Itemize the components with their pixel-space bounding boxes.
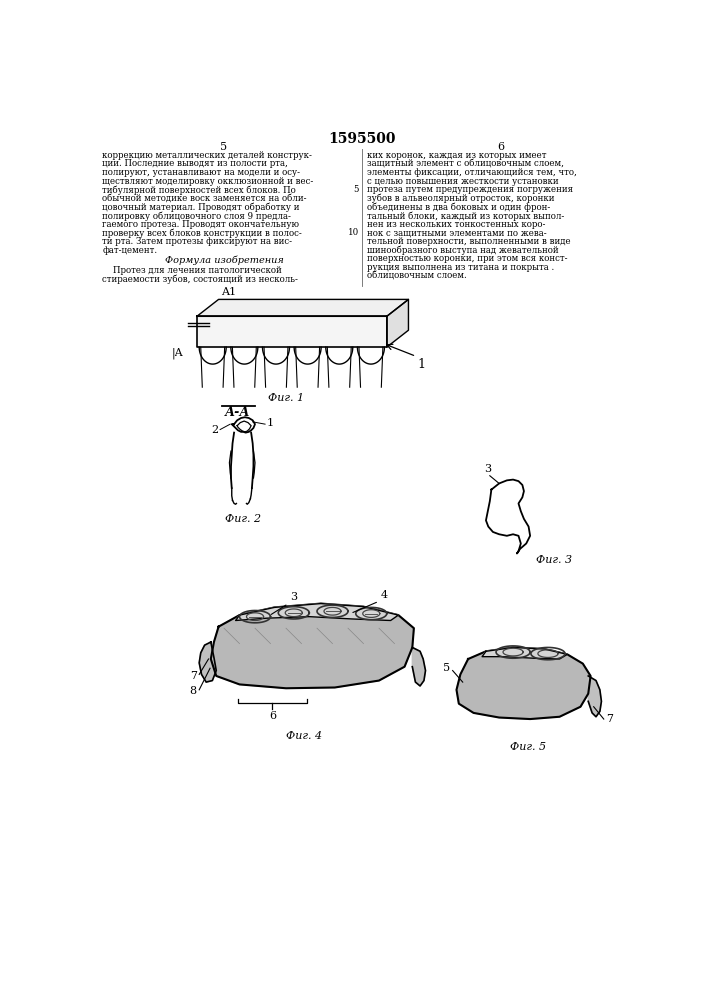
Polygon shape: [211, 604, 414, 688]
Text: 7: 7: [190, 671, 197, 681]
Polygon shape: [199, 642, 216, 682]
Text: с целью повышения жесткости установки: с целью повышения жесткости установки: [368, 177, 559, 186]
Polygon shape: [412, 647, 426, 686]
Text: цовочный материал. Проводят обработку и: цовочный материал. Проводят обработку и: [103, 203, 300, 212]
Text: ции. Последние выводят из полости рта,: ции. Последние выводят из полости рта,: [103, 159, 288, 168]
Polygon shape: [588, 676, 602, 717]
Text: тальный блоки, каждый из которых выпол-: тальный блоки, каждый из которых выпол-: [368, 211, 565, 221]
Text: стираемости зубов, состоящий из несколь-: стираемости зубов, состоящий из несколь-: [103, 274, 298, 284]
Text: 3: 3: [484, 464, 491, 474]
Text: Фиг. 1: Фиг. 1: [268, 393, 304, 403]
Polygon shape: [197, 299, 409, 316]
Text: 3: 3: [290, 592, 297, 602]
Text: А-А: А-А: [226, 406, 251, 419]
Text: ких коронок, каждая из которых имеет: ких коронок, каждая из которых имеет: [368, 151, 547, 160]
Text: Формула изобретения: Формула изобретения: [165, 256, 284, 265]
Text: нен из нескольких тонкостенных коро-: нен из нескольких тонкостенных коро-: [368, 220, 546, 229]
Text: Фиг. 3: Фиг. 3: [537, 555, 573, 565]
Text: фат-цемент.: фат-цемент.: [103, 246, 158, 255]
Text: облицовочным слоем.: облицовочным слоем.: [368, 272, 467, 281]
Text: 1: 1: [267, 418, 274, 428]
Polygon shape: [482, 647, 567, 659]
Text: 5: 5: [221, 142, 228, 152]
Text: объединены в два боковых и один фрон-: объединены в два боковых и один фрон-: [368, 203, 551, 212]
Text: Фиг. 5: Фиг. 5: [510, 742, 546, 752]
Text: 5: 5: [443, 663, 450, 673]
Polygon shape: [387, 299, 409, 347]
Text: 1: 1: [418, 358, 426, 371]
Text: полировку облицовочного слоя 9 предла-: полировку облицовочного слоя 9 предла-: [103, 211, 291, 221]
Text: шинообразного выступа над жевательной: шинообразного выступа над жевательной: [368, 246, 559, 255]
Text: поверхностью коронки, при этом вся конст-: поверхностью коронки, при этом вся конст…: [368, 254, 568, 263]
Text: Фиг. 2: Фиг. 2: [226, 514, 262, 524]
Text: 1595500: 1595500: [328, 132, 396, 146]
Text: протеза путем предупреждения погружения: протеза путем предупреждения погружения: [368, 185, 573, 194]
Text: тибулярной поверхностей всех блоков. По: тибулярной поверхностей всех блоков. По: [103, 185, 296, 195]
Text: ществляют моделировку окклюзионной и вес-: ществляют моделировку окклюзионной и вес…: [103, 177, 314, 186]
Text: зубов в альвеолярный отросток, коронки: зубов в альвеолярный отросток, коронки: [368, 194, 555, 203]
Text: обычной методике воск заменяется на обли-: обычной методике воск заменяется на обли…: [103, 194, 307, 203]
Text: 5: 5: [354, 185, 359, 194]
Text: тельной поверхности, выполненными в виде: тельной поверхности, выполненными в виде: [368, 237, 571, 246]
Text: полируют, устанавливают на модели и осу-: полируют, устанавливают на модели и осу-: [103, 168, 300, 177]
Text: 4: 4: [380, 590, 387, 600]
Text: 6: 6: [497, 142, 504, 152]
Text: 8: 8: [189, 686, 197, 696]
Text: A1: A1: [221, 287, 236, 297]
Polygon shape: [457, 647, 590, 719]
Text: коррекцию металлических деталей конструк-: коррекцию металлических деталей конструк…: [103, 151, 312, 160]
Text: Протез для лечения патологической: Протез для лечения патологической: [103, 266, 282, 275]
Text: элементы фиксации, отличающийся тем, что,: элементы фиксации, отличающийся тем, что…: [368, 168, 577, 177]
Text: 7: 7: [606, 714, 613, 724]
Text: проверку всех блоков конструкции в полос-: проверку всех блоков конструкции в полос…: [103, 228, 302, 238]
Text: Фиг. 4: Фиг. 4: [286, 731, 322, 741]
Polygon shape: [197, 316, 387, 347]
Text: 10: 10: [348, 228, 359, 237]
Text: рукция выполнена из титана и покрыта .: рукция выполнена из титана и покрыта .: [368, 263, 554, 272]
Text: гаемого протеза. Проводят окончательную: гаемого протеза. Проводят окончательную: [103, 220, 299, 229]
Text: 2: 2: [211, 425, 218, 435]
Text: защитный элемент с облицовочным слоем,: защитный элемент с облицовочным слоем,: [368, 159, 564, 168]
Text: ти рта. Затем протезы фиксируют на вис-: ти рта. Затем протезы фиксируют на вис-: [103, 237, 292, 246]
Text: 6: 6: [269, 711, 276, 721]
Polygon shape: [235, 604, 398, 620]
Text: нок с защитными элементами по жева-: нок с защитными элементами по жева-: [368, 228, 547, 237]
Text: |A: |A: [171, 348, 183, 359]
